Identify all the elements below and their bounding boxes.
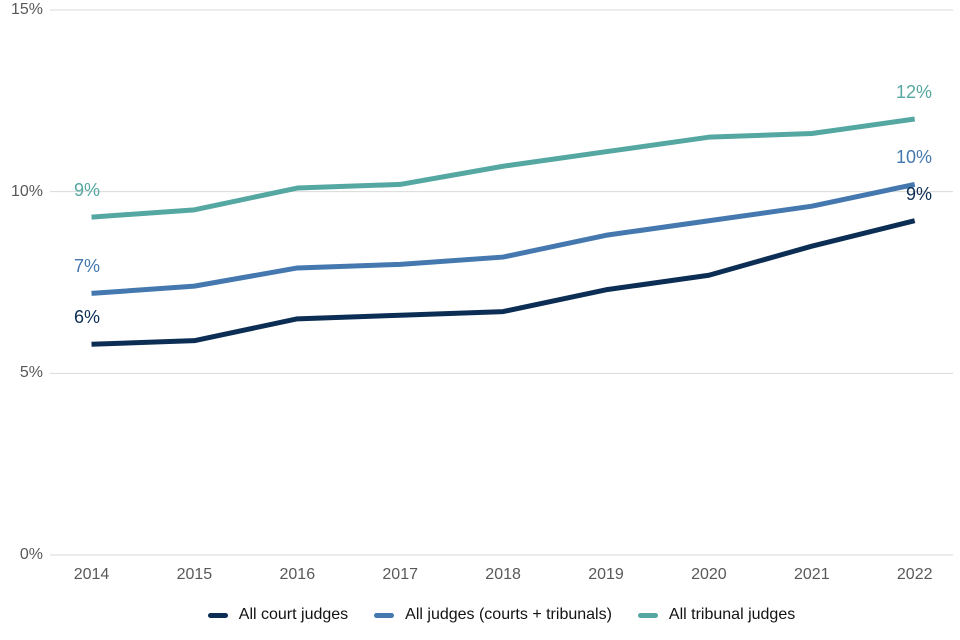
series-line-0[interactable] [91, 218, 916, 347]
x-axis-tick-label: 2015 [176, 566, 213, 583]
x-axis-tick-label: 2022 [896, 566, 933, 583]
y-axis-tick-label: 5% [19, 364, 43, 382]
series-start-label: 9% [74, 180, 101, 201]
legend-swatch-icon [637, 612, 658, 618]
legend-label: All judges (courts + tribunals) [405, 606, 612, 623]
series-start-label: 7% [74, 256, 101, 277]
y-axis-tick-label: 10% [10, 182, 43, 200]
legend-swatch-icon [207, 612, 228, 618]
y-axis-tick-label: 0% [19, 546, 43, 563]
x-axis-tick-label: 2019 [588, 566, 624, 583]
x-axis-tick-label: 2018 [485, 566, 521, 583]
x-axis-tick-label: 2016 [279, 566, 316, 583]
series-line-1[interactable] [91, 181, 916, 296]
series-end-label: 10% [895, 147, 932, 168]
series-line-2[interactable] [91, 116, 916, 220]
series-start-label: 6% [74, 307, 101, 328]
x-axis-tick-label: 2021 [794, 566, 830, 583]
legend-swatch-icon [374, 612, 395, 618]
legend-item-0[interactable]: All court judges [207, 605, 349, 625]
x-axis-tick-label: 2017 [382, 566, 418, 583]
legend-label: All court judges [238, 606, 349, 623]
series-end-label: 9% [905, 183, 932, 204]
legend-item-2[interactable]: All tribunal judges [637, 605, 796, 625]
x-axis-tick-label: 2014 [73, 566, 110, 583]
x-axis-tick-label: 2020 [691, 566, 727, 583]
series-end-label: 12% [895, 82, 932, 102]
y-axis-tick-label: 15% [10, 1, 43, 18]
chart-legend: All court judges All judges (courts + tri… [50, 602, 953, 628]
legend-item-1[interactable]: All judges (courts + tribunals) [374, 605, 612, 625]
legend-label: All tribunal judges [668, 606, 796, 623]
